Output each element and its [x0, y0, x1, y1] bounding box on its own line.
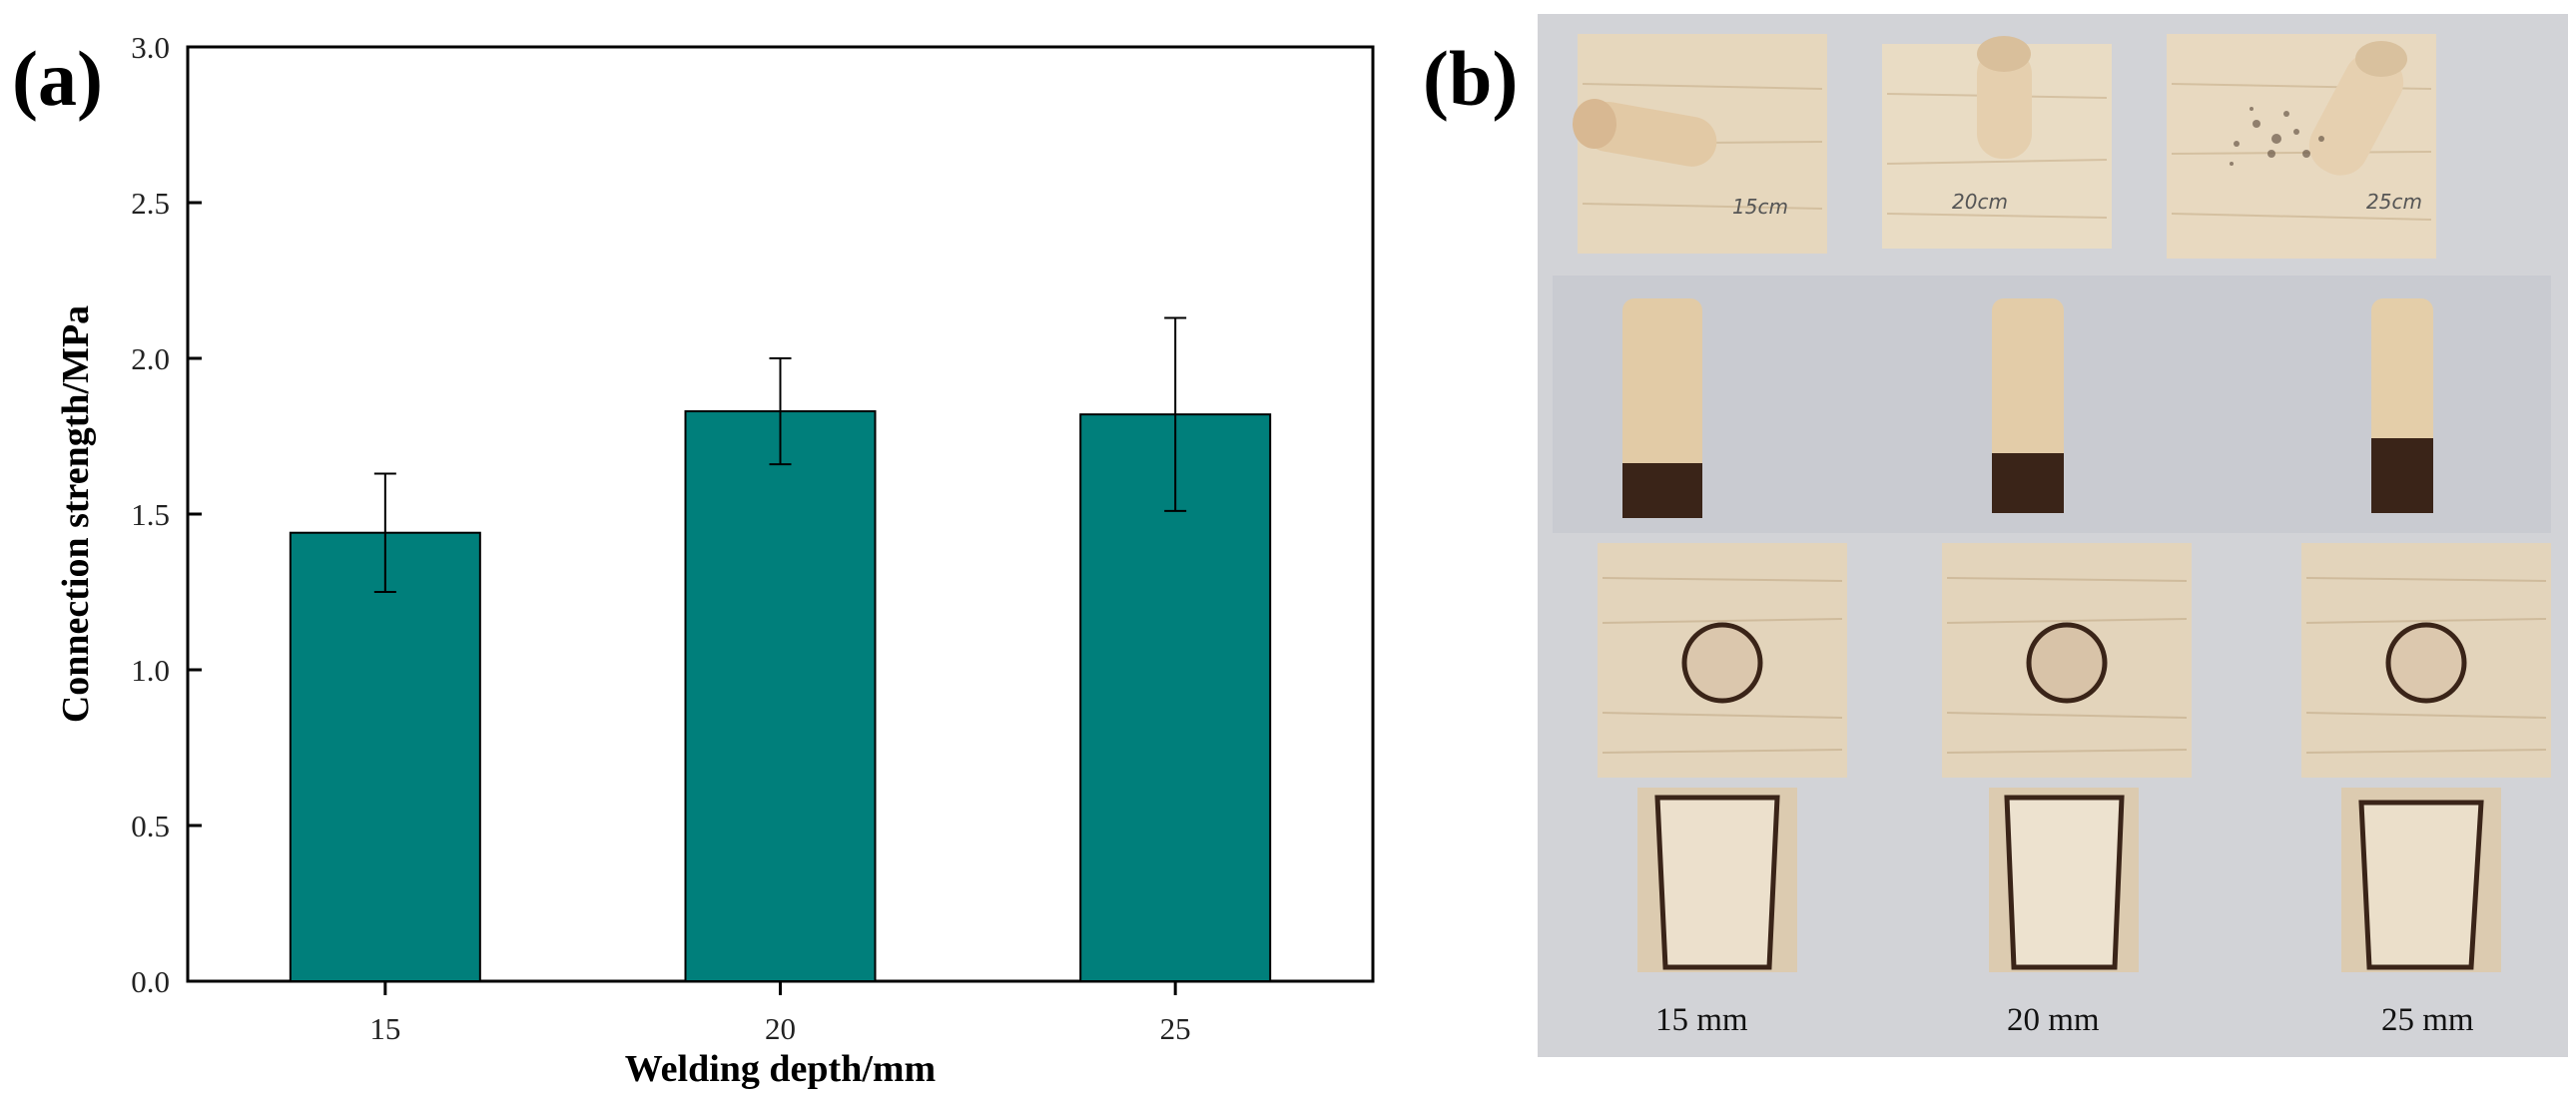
- cross-section-25: [2385, 622, 2467, 704]
- board-handwriting-25: 25cm: [2366, 190, 2422, 214]
- photo-panel: 15cm 20cm 25cm: [1538, 14, 2568, 1057]
- y-tick-label: 2.0: [131, 341, 170, 376]
- x-tick-label: 15: [369, 1011, 400, 1046]
- bar-chart: 0.0 0.5 1.0 1.5 2.0 2.5 3.0 15 20 25 Welding depth…: [55, 30, 1375, 1090]
- panel-label-a: (a): [12, 35, 103, 122]
- dowel-15: [1573, 99, 1717, 167]
- caption-20mm: 20 mm: [2007, 1002, 2100, 1038]
- long-section-15: [1654, 795, 1780, 970]
- row-dowels: [1553, 276, 2551, 533]
- panel-label-b: (b): [1423, 35, 1519, 122]
- y-axis-label: Connection strength/MPa: [55, 305, 97, 723]
- x-tick-label: 25: [1160, 1011, 1191, 1046]
- y-tick-label: 2.5: [131, 186, 170, 221]
- chart-layer: 0.0 0.5 1.0 1.5 2.0 2.5 3.0 15 20 25 Welding depth…: [55, 30, 1375, 1090]
- board-handwriting-20: 20cm: [1952, 190, 2008, 214]
- y-tick-label: 0.0: [131, 964, 170, 999]
- caption-15mm: 15 mm: [1655, 1002, 1748, 1038]
- y-tick-label: 0.5: [131, 809, 170, 843]
- long-section-25: [2358, 800, 2484, 970]
- specimen-photos: 15cm 20cm 25cm: [1553, 34, 2551, 972]
- y-tick-label: 1.5: [131, 497, 170, 532]
- extracted-dowel-15: [1622, 298, 1702, 518]
- row-boards: 15cm 20cm 25cm: [1573, 34, 2436, 259]
- board-handwriting-15: 15cm: [1732, 195, 1788, 219]
- cross-section-20: [2026, 622, 2108, 704]
- y-tick-label: 1.0: [131, 653, 170, 688]
- dowel-25: [2308, 41, 2407, 176]
- bar-20: [684, 410, 877, 983]
- dowel-20: [1977, 36, 2032, 159]
- extracted-dowel-20: [1992, 298, 2064, 513]
- caption-25mm: 25 mm: [2381, 1002, 2474, 1038]
- bar-15: [289, 531, 481, 982]
- row-longitudinal-sections: [1637, 788, 2501, 972]
- x-tick-label: 20: [765, 1011, 796, 1046]
- y-tick-label: 3.0: [131, 30, 170, 65]
- long-section-20: [2004, 795, 2125, 970]
- row-cross-sections: [1598, 543, 2551, 778]
- cross-section-15: [1681, 622, 1763, 704]
- extracted-dowel-25: [2371, 298, 2433, 513]
- x-axis-label: Welding depth/mm: [625, 1048, 936, 1090]
